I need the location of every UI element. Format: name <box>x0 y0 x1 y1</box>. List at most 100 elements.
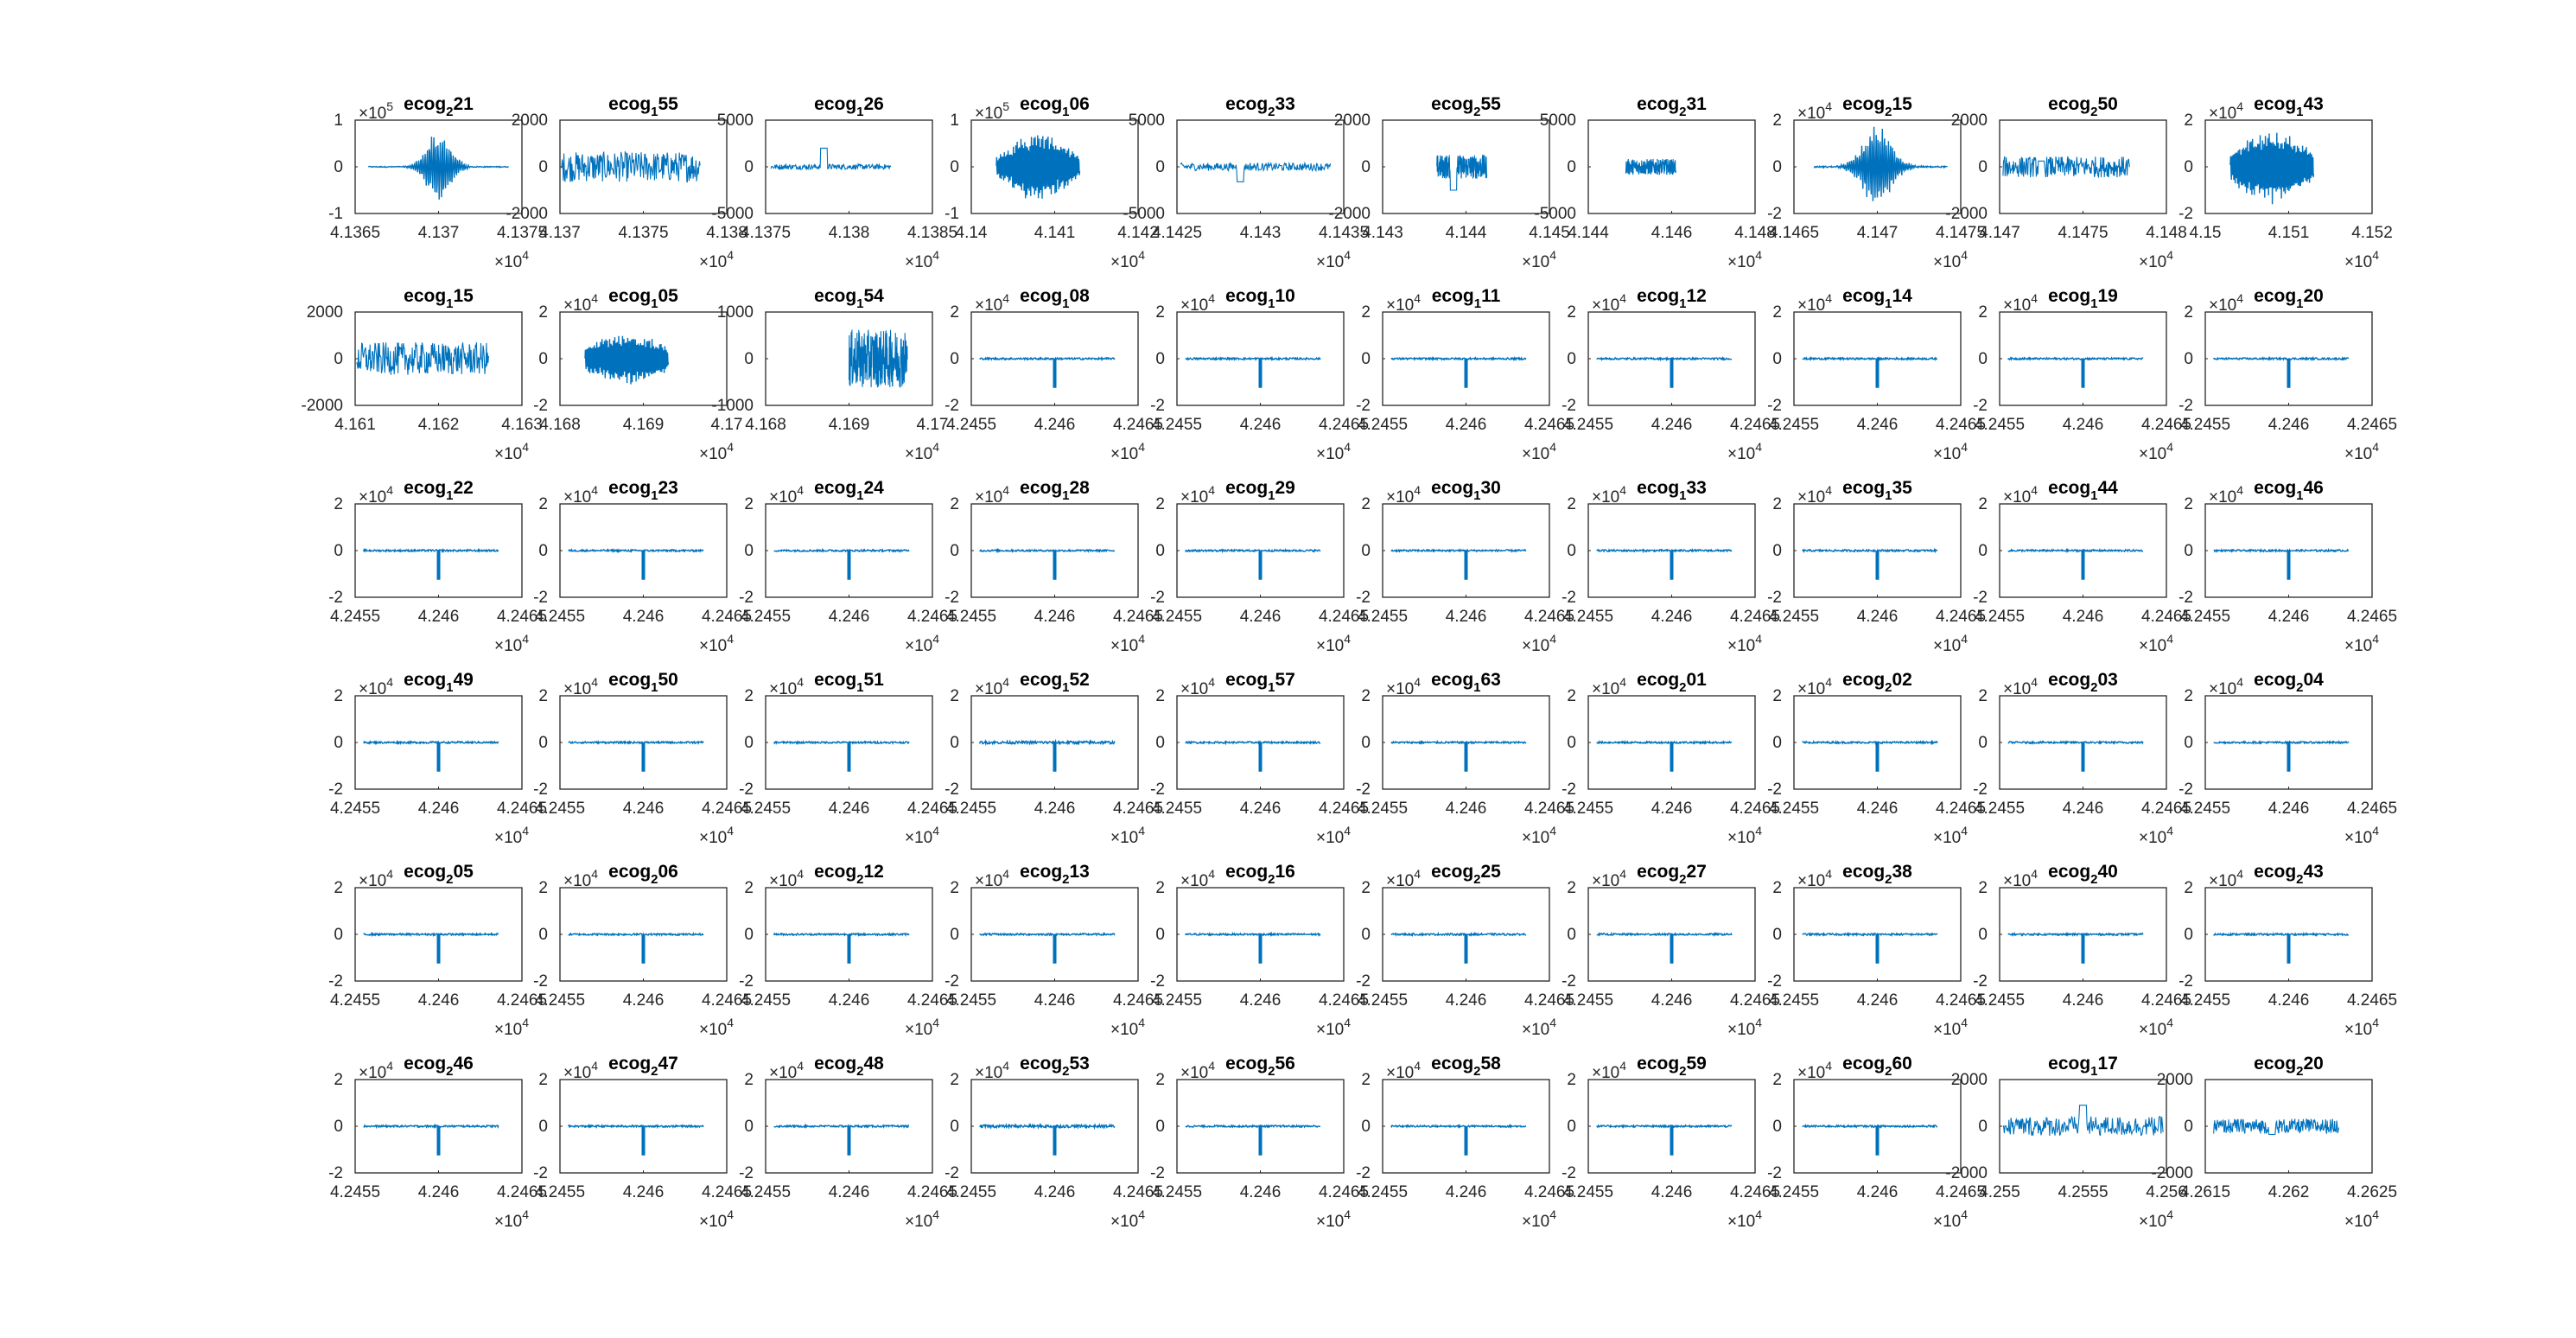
subplot-title: ecog206 <box>608 862 678 887</box>
y-exponent-label: ×104 <box>2003 291 2038 315</box>
y-tick-label: -2 <box>1767 780 1782 799</box>
y-exponent-label: ×104 <box>563 675 598 698</box>
y-exponent-label: ×104 <box>769 867 804 890</box>
x-exponent-label: ×104 <box>1522 1207 1556 1231</box>
subplot-title: ecog129 <box>1225 478 1295 503</box>
y-exponent-label: ×104 <box>1592 675 1626 698</box>
y-tick-label: 2 <box>1772 1071 1782 1089</box>
y-tick-label: 2 <box>1772 687 1782 705</box>
subplot-ecog2-46: 20-24.2455 4.246 4.2465×104×104 ecog246 <box>328 1054 547 1231</box>
y-tick-label: 0 <box>1567 734 1576 752</box>
x-tick-label: 4.141 <box>1034 224 1076 242</box>
y-exponent-label: ×104 <box>975 483 1009 507</box>
signal-trace <box>1390 739 1527 745</box>
x-tick-label: 4.137 <box>539 224 581 242</box>
x-tick-label: 4.2465 <box>2141 416 2191 434</box>
y-tick-label: -2 <box>533 972 548 991</box>
x-tick-label: 4.2465 <box>2141 800 2191 818</box>
subplot-title: ecog231 <box>1637 94 1707 119</box>
spike-mark <box>2081 551 2085 580</box>
y-exponent-label: ×104 <box>769 675 804 698</box>
y-tick-label: 2 <box>950 687 959 705</box>
x-tick-label: 4.246 <box>1857 608 1899 626</box>
spike-mark <box>1670 934 1674 964</box>
y-tick-label: 0 <box>950 158 959 176</box>
signal-trace <box>1390 548 1527 553</box>
y-tick-label: 0 <box>1978 926 1988 944</box>
y-tick-label: -1 <box>945 205 959 223</box>
y-tick-label: 0 <box>2184 542 2193 560</box>
x-tick-label: 4.246 <box>418 800 460 818</box>
subplot-ecog1-24: 20-24.2455 4.246 4.2465×104×104 ecog124 <box>739 478 957 655</box>
y-tick-label: 0 <box>1155 734 1165 752</box>
y-tick-label: -2 <box>1562 972 1576 991</box>
x-exponent-label: ×104 <box>2139 632 2173 655</box>
y-tick-label: 0 <box>1361 350 1371 368</box>
signal-trace <box>367 137 509 200</box>
x-tick-label: 4.1375 <box>618 224 668 242</box>
x-tick-label: 4.246 <box>1651 991 1693 1010</box>
y-exponent-label: ×104 <box>2209 291 2243 315</box>
axes-box <box>1999 1079 2167 1174</box>
y-tick-label: -2 <box>1767 589 1782 607</box>
x-tick-label: 4.2465 <box>1730 800 1780 818</box>
y-exponent-label: ×104 <box>1797 867 1832 890</box>
subplot-title: ecog256 <box>1225 1054 1295 1079</box>
x-tick-label: 4.246 <box>623 1183 665 1201</box>
y-tick-label: 2 <box>1155 687 1165 705</box>
spike-mark <box>847 1126 851 1156</box>
subplot-ecog2-58: 20-24.2455 4.246 4.2465×104×104 ecog258 <box>1356 1054 1574 1231</box>
subplot-ecog1-49: 20-24.2455 4.246 4.2465×104×104 ecog149 <box>328 670 547 847</box>
y-tick-label: 5000 <box>1540 112 1576 130</box>
x-tick-label: 4.246 <box>1857 991 1899 1010</box>
x-tick-label: 4.144 <box>1568 224 1609 242</box>
y-tick-label: -2000 <box>301 397 343 415</box>
y-tick-label: 0 <box>1155 350 1165 368</box>
y-tick-label: 0 <box>1772 542 1782 560</box>
x-exponent-label: ×104 <box>2139 824 2173 847</box>
subplot-title: ecog152 <box>1020 670 1090 695</box>
x-exponent-label: ×104 <box>2139 1207 2173 1231</box>
x-tick-label: 4.2465 <box>1730 991 1780 1010</box>
signal-trace <box>1596 931 1733 938</box>
signal-trace <box>2213 547 2350 554</box>
y-tick-label: -2 <box>739 589 754 607</box>
x-exponent-label: ×104 <box>2139 440 2173 463</box>
y-tick-label: -2 <box>1562 780 1576 799</box>
x-exponent-label: ×104 <box>1316 1016 1351 1039</box>
x-tick-label: 4.1425 <box>1152 224 1202 242</box>
spike-mark <box>1875 551 1880 580</box>
x-tick-label: 4.15 <box>2190 224 2222 242</box>
signal-trace <box>1596 1124 1733 1129</box>
x-tick-label: 4.2465 <box>1524 1183 1574 1201</box>
signal-trace <box>773 740 910 746</box>
x-tick-label: 4.148 <box>2146 224 2187 242</box>
y-tick-label: 2 <box>1361 879 1371 897</box>
x-tick-label: 4.2465 <box>2347 800 2397 818</box>
signal-trace <box>1180 161 1332 182</box>
y-tick-label: 0 <box>1772 350 1782 368</box>
x-tick-label: 4.2455 <box>1975 608 2025 626</box>
x-tick-label: 4.14 <box>956 224 988 242</box>
subplot-ecog2-02: 20-24.2455 4.246 4.2465×104×104 ecog202 <box>1767 670 1986 847</box>
subplot-ecog2-21: 1 0 -14.1365 4.137 4.1375 ×104 ×105 ecog221 <box>328 94 547 271</box>
x-tick-label: 4.2465 <box>907 608 957 626</box>
x-exponent-label: ×104 <box>1110 440 1145 463</box>
y-tick-label: -2 <box>1356 1164 1371 1182</box>
x-tick-label: 4.2465 <box>1113 416 1163 434</box>
y-exponent-label: ×104 <box>359 675 393 698</box>
spike-mark <box>1053 551 1057 580</box>
x-tick-label: 4.2455 <box>1563 991 1613 1010</box>
y-tick-label: 0 <box>744 158 754 176</box>
y-tick-label: -2 <box>739 780 754 799</box>
x-tick-label: 4.2455 <box>1358 416 1408 434</box>
subplot-title: ecog108 <box>1020 286 1090 311</box>
signal-trace <box>773 1123 910 1130</box>
y-tick-label: -2 <box>533 589 548 607</box>
subplot-ecog2-05: 20-24.2455 4.246 4.2465×104×104 ecog205 <box>328 862 547 1039</box>
y-tick-label: 2 <box>1155 303 1165 322</box>
y-tick-label: 2 <box>538 303 548 322</box>
y-tick-label: 0 <box>334 926 343 944</box>
